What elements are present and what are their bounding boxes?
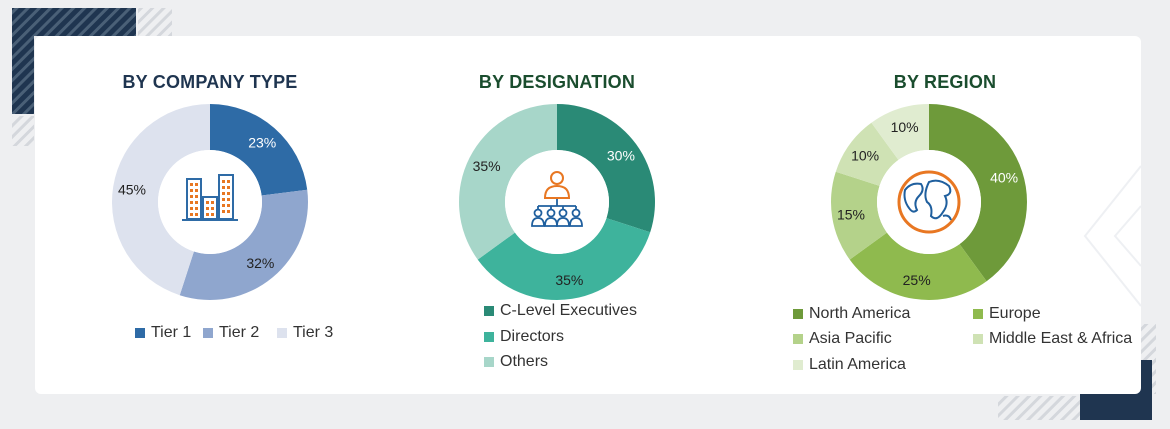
legend-region: North America Europe Asia Pacific Middle Ea… (775, 304, 1132, 394)
data-label: 25% (903, 272, 931, 288)
pie-slice-europe (849, 232, 987, 300)
chart-card: BY COMPANY TYPE 23% 32% 45% Tier 1 Tier 2 Ti… (35, 36, 1141, 394)
legend-label: Latin America (809, 356, 906, 373)
donut-hole (158, 150, 262, 254)
legend-swatch (973, 334, 983, 344)
legend-designation: C-Level Executives Directors Others (402, 302, 712, 392)
legend-swatch (793, 334, 803, 344)
data-label: 35% (473, 158, 501, 174)
pie-slice-tier-1 (210, 104, 308, 196)
chart-title: BY DESIGNATION (478, 72, 636, 92)
legend-item: C-Level Executives (484, 302, 637, 320)
data-label: 35% (555, 272, 583, 288)
pie-slice-others (459, 104, 557, 260)
legend-swatch (203, 328, 213, 338)
legend-item: Europe (973, 305, 1041, 323)
legend-swatch (484, 332, 494, 342)
legend-label: Tier 3 (293, 324, 334, 341)
pie-slice-tier-2 (179, 189, 308, 300)
legend-item: Middle East & Africa (973, 330, 1132, 348)
pie-slice-asia-pacific (831, 171, 887, 260)
donut-hole (877, 150, 981, 254)
legend-label: Others (500, 353, 549, 370)
donut-chart-company-type: 23% 32% 45% (112, 104, 308, 300)
legend-item: Tier 2 (203, 324, 259, 342)
legend-item: Tier 3 (277, 324, 333, 342)
data-label: 45% (118, 182, 146, 198)
chevron-decoration (1083, 165, 1141, 307)
panel-region: BY REGION 40% 25% 15% 10% 10% North America E… (775, 36, 1132, 394)
legend-company-type: Tier 1 Tier 2 Tier 3 (55, 324, 365, 384)
pie-slice-directors (477, 218, 651, 300)
legend-item: Asia Pacific (793, 330, 892, 348)
legend-item: Tier 1 (135, 324, 191, 342)
legend-label: Tier 1 (151, 324, 192, 341)
panel-company-type: BY COMPANY TYPE 23% 32% 45% Tier 1 Tier 2 Ti… (55, 36, 365, 394)
legend-swatch (135, 328, 145, 338)
legend-swatch (484, 306, 494, 316)
donut-chart-designation: 30% 35% 35% (459, 104, 655, 300)
chart-title: BY COMPANY TYPE (122, 72, 298, 92)
legend-item: North America (793, 305, 910, 323)
legend-swatch (793, 309, 803, 319)
team-hierarchy-icon (531, 171, 583, 227)
top-left-decoration (12, 8, 172, 146)
buildings-icon (182, 174, 238, 221)
legend-label: C-Level Executives (500, 302, 637, 319)
panel-designation: BY DESIGNATION 30% 35% 35% C-Level Executi… (402, 36, 712, 394)
legend-label: Tier 2 (219, 324, 260, 341)
legend-item: Latin America (793, 356, 906, 374)
legend-swatch (277, 328, 287, 338)
pie-slice-tier-3 (112, 104, 210, 296)
data-label: 32% (246, 255, 274, 271)
pie-slice-middle-east-africa (835, 122, 899, 186)
data-label: 10% (851, 148, 879, 164)
legend-label: Middle East & Africa (989, 330, 1133, 347)
legend-item: Directors (484, 328, 564, 346)
data-label: 23% (248, 135, 276, 151)
chart-title: BY REGION (893, 72, 997, 92)
data-label: 40% (990, 170, 1018, 186)
legend-swatch (484, 357, 494, 367)
pie-slice-north-america (929, 104, 1027, 282)
legend-item: Others (484, 353, 548, 371)
pie-slice-c-level-executives (557, 104, 655, 233)
globe-icon (897, 170, 961, 234)
legend-label: Europe (989, 305, 1041, 322)
donut-chart-region: 40% 25% 15% 10% 10% (831, 104, 1027, 300)
legend-swatch (973, 309, 983, 319)
legend-swatch (793, 360, 803, 370)
legend-label: North America (809, 305, 911, 322)
data-label: 15% (837, 206, 865, 222)
data-label: 10% (891, 119, 919, 135)
pie-slice-latin-america (871, 104, 929, 160)
data-label: 30% (607, 148, 635, 164)
legend-label: Asia Pacific (809, 330, 892, 347)
legend-label: Directors (500, 328, 565, 345)
